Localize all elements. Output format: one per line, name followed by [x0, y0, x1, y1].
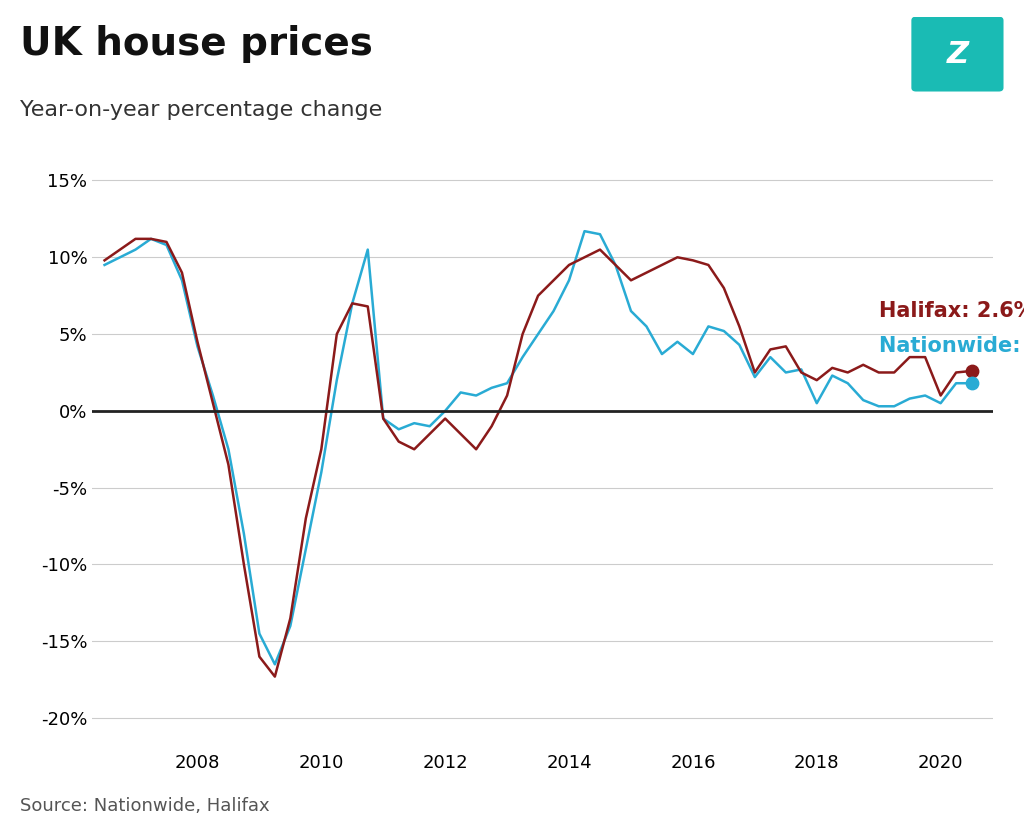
FancyBboxPatch shape: [911, 17, 1004, 92]
Point: [964, 364, 980, 378]
Point: [964, 377, 980, 390]
Text: Halifax: 2.6%: Halifax: 2.6%: [879, 301, 1024, 321]
Text: Source: Nationwide, Halifax: Source: Nationwide, Halifax: [20, 797, 270, 815]
Text: Year-on-year percentage change: Year-on-year percentage change: [20, 100, 383, 120]
Text: UK house prices: UK house prices: [20, 25, 374, 63]
Text: Nationwide: 1.8%: Nationwide: 1.8%: [879, 336, 1024, 356]
Text: Z: Z: [946, 40, 969, 68]
